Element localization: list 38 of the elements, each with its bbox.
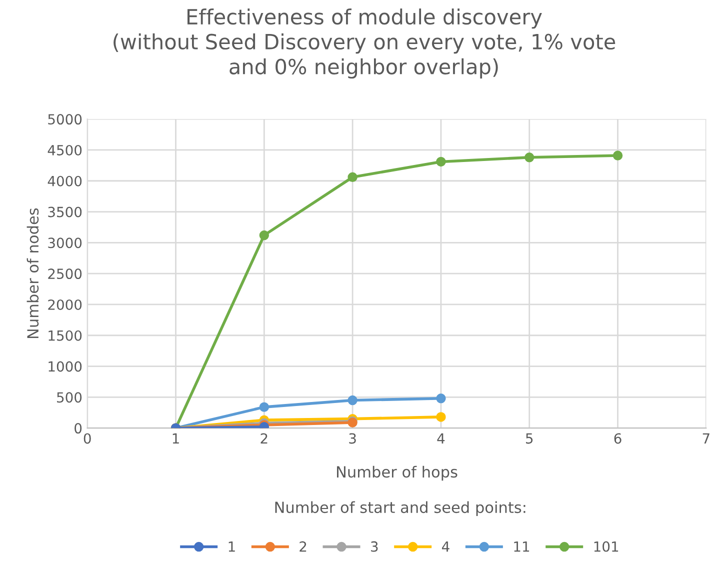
x-tick-label: 3 [349,433,356,444]
point [436,412,446,422]
point [348,172,358,182]
y-tick-label: 5000 [48,114,82,125]
y-tick-label: 4500 [48,144,82,156]
y-tick-label: 0 [74,423,82,434]
y-axis-title: Number of nodes [26,208,39,338]
y-tick-label: 1500 [48,330,82,341]
y-tick-label: 500 [57,392,82,403]
legend-label: 1 [228,541,235,552]
x-tick-label: 6 [614,433,622,444]
point [259,230,270,240]
legend-label: 3 [371,541,378,552]
x-tick-label: 7 [702,433,710,444]
y-tick-label: 4000 [48,176,82,186]
x-axis-title: Number of hops [337,466,458,481]
point [612,150,623,160]
x-tick-label: 0 [84,433,91,444]
legend-label: 11 [514,541,530,552]
x-tick-label: 2 [260,433,268,444]
point [259,402,270,412]
x-tick-label: 1 [172,433,179,444]
point [524,152,534,162]
legend-label: 2 [300,541,306,552]
y-tick-label: 3000 [48,238,82,248]
y-tick-label: 1000 [48,361,82,372]
y-tick-label: 2000 [48,299,82,310]
legend-title: Number of start and seed points: [275,501,526,516]
y-tick-label: 2500 [48,268,82,280]
legend-label: 101 [594,541,618,552]
point [436,156,446,167]
legend-label: 4 [442,541,450,552]
point [348,395,358,406]
point [436,394,446,404]
x-tick-label: 4 [437,433,445,444]
x-tick-label: 5 [526,433,533,444]
y-tick-label: 3500 [48,206,82,218]
chart-title: Effectiveness of module discovery (without Seed Discovery on every vote, 1% vote and 0% neighbor overlap) [114,8,616,78]
